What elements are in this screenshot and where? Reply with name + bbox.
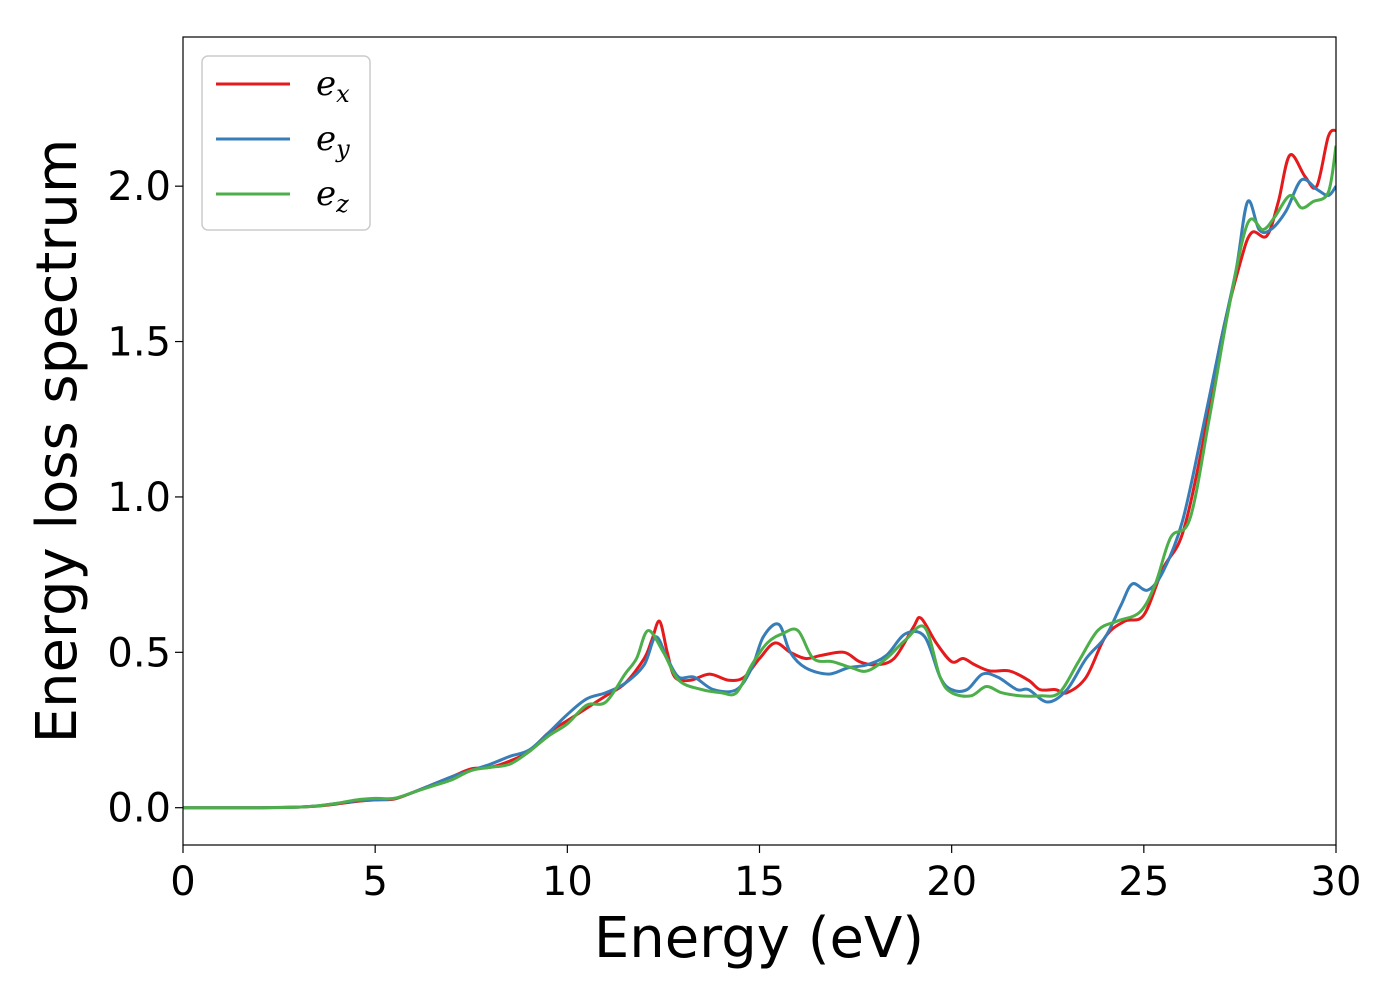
y-tick-label: 1.0 <box>107 475 171 521</box>
y-tick-label: 2.0 <box>107 164 171 210</box>
series-layer <box>183 128 1336 810</box>
legend-box <box>201 55 371 231</box>
legend-label-main: e <box>316 64 336 104</box>
series-line-ez <box>183 145 1336 810</box>
x-tick-label: 15 <box>734 859 785 905</box>
y-axis: 0.0 0.5 1.0 1.5 2.0 <box>107 164 183 832</box>
series-line-ey <box>183 177 1336 810</box>
legend-label-ey: ey <box>316 119 350 163</box>
x-axis: 0 5 10 15 20 25 30 <box>170 845 1361 905</box>
x-tick-label: 20 <box>926 859 977 905</box>
x-tick-label: 25 <box>1118 859 1169 905</box>
legend-label-ez: ez <box>316 174 349 218</box>
x-tick-label: 30 <box>1311 859 1362 905</box>
x-tick-label: 0 <box>170 859 195 905</box>
y-tick-label: 0.5 <box>107 630 171 676</box>
x-axis-title: Energy (eV) <box>594 906 924 971</box>
x-tick-label: 10 <box>542 859 593 905</box>
x-tick-label: 5 <box>362 859 387 905</box>
legend-label-main: e <box>316 119 336 159</box>
plot-area <box>182 36 1337 846</box>
y-axis-title: Energy loss spectrum <box>25 139 90 744</box>
y-tick-label: 1.5 <box>107 320 171 366</box>
legend-label-sub: x <box>336 80 350 108</box>
legend-label-sub: z <box>335 190 349 218</box>
legend-label-sub: y <box>335 135 350 163</box>
y-tick-label: 0.0 <box>107 786 171 832</box>
legend-label-ex: ex <box>316 64 350 108</box>
legend-label-main: e <box>316 174 336 214</box>
